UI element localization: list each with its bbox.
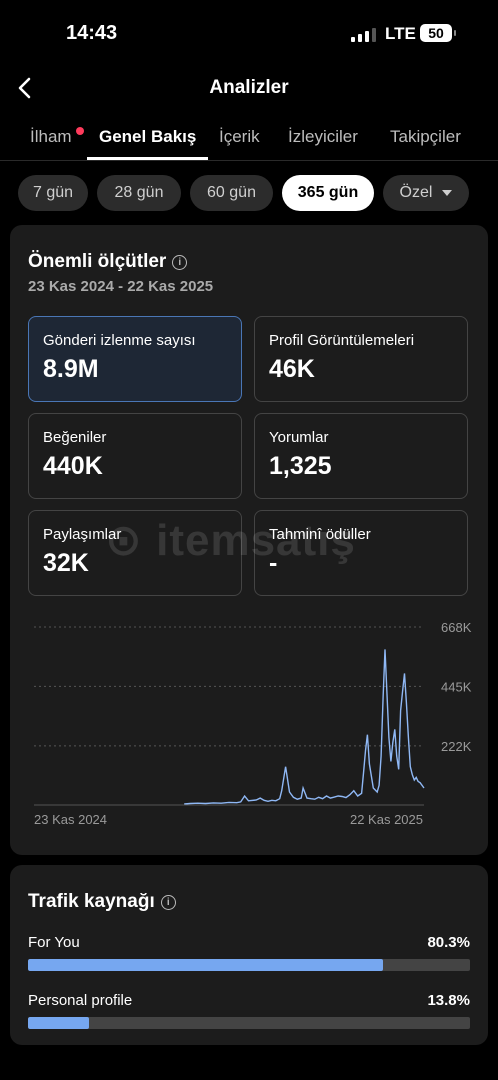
y-tick-label: 668K — [441, 620, 472, 635]
traffic-bar — [28, 959, 470, 971]
metric-card-estimated-rewards[interactable]: Tahminî ödüller - — [254, 510, 468, 596]
traffic-label: For You — [28, 934, 80, 951]
chevron-down-icon — [442, 190, 453, 196]
metric-value: 46K — [269, 355, 315, 383]
active-tab-indicator — [87, 157, 208, 160]
traffic-bar-fill — [28, 1017, 89, 1029]
tab-icerik[interactable]: İçerik — [219, 127, 260, 146]
metric-card-post-views[interactable]: Gönderi izlenme sayısı 8.9M — [28, 316, 242, 402]
info-icon[interactable]: i — [172, 255, 188, 270]
traffic-title: Trafik kaynağı — [28, 891, 155, 912]
metric-card-comments[interactable]: Yorumlar 1,325 — [254, 413, 468, 499]
x-tick-end: 22 Kas 2025 — [350, 812, 423, 827]
period-custom-label: Özel — [399, 184, 433, 201]
notification-dot — [76, 127, 84, 135]
metric-value: - — [269, 549, 278, 577]
date-range: 23 Kas 2024 - 22 Kas 2025 — [28, 278, 214, 295]
traffic-source-card: Trafik kaynağı i For You 80.3% Personal p… — [10, 865, 488, 1045]
y-tick-label: 445K — [441, 679, 472, 694]
x-tick-start: 23 Kas 2024 — [34, 812, 107, 827]
metric-card-likes[interactable]: Beğeniler 440K — [28, 413, 242, 499]
traffic-heading: Trafik kaynağı i — [28, 891, 176, 913]
metric-card-profile-views[interactable]: Profil Görüntülemeleri 46K — [254, 316, 468, 402]
metric-value: 1,325 — [269, 452, 332, 480]
key-metrics-card: Önemli ölçütler i 23 Kas 2024 - 22 Kas 20… — [10, 225, 488, 855]
status-bar: 14:43 LTE 50 — [0, 0, 498, 64]
traffic-value: 80.3% — [427, 934, 470, 951]
y-tick-label: 222K — [441, 739, 472, 754]
metric-value: 8.9M — [43, 355, 99, 383]
key-metrics-title: Önemli ölçütler — [28, 251, 167, 272]
views-series-line — [184, 649, 425, 805]
metric-value: 32K — [43, 549, 89, 577]
info-icon[interactable]: i — [160, 895, 176, 910]
status-time: 14:43 — [66, 22, 118, 44]
traffic-value: 13.8% — [427, 992, 470, 1009]
network-label: LTE — [385, 24, 416, 43]
metric-value: 440K — [43, 452, 103, 480]
period-365-days[interactable]: 365 gün — [282, 175, 374, 211]
period-28-days[interactable]: 28 gün — [97, 175, 181, 211]
back-arrow-icon[interactable] — [14, 76, 38, 100]
tab-takipciler[interactable]: Takipçiler — [390, 127, 461, 146]
traffic-bar-fill — [28, 959, 383, 971]
traffic-bar — [28, 1017, 470, 1029]
metric-label: Paylaşımlar — [43, 526, 122, 543]
metric-card-shares[interactable]: Paylaşımlar 32K — [28, 510, 242, 596]
page-title: Analizler — [209, 77, 289, 98]
battery-icon: 50 — [420, 24, 456, 42]
period-7-days[interactable]: 7 gün — [18, 175, 88, 211]
signal-icon — [351, 26, 376, 42]
metric-label: Profil Görüntülemeleri — [269, 332, 415, 349]
views-line-chart: 668K 445K 222K 23 Kas 2024 22 Kas 2025 — [34, 620, 472, 827]
metric-label: Beğeniler — [43, 429, 107, 446]
tab-bar: İlham Genel Bakış İçerik İzleyiciler Tak… — [0, 120, 498, 161]
metric-label: Tahminî ödüller — [269, 526, 371, 543]
key-metrics-heading: Önemli ölçütler i — [28, 251, 188, 273]
traffic-label: Personal profile — [28, 992, 133, 1009]
period-custom[interactable]: Özel — [383, 175, 469, 211]
tab-genel-bakis[interactable]: Genel Bakış — [99, 127, 197, 146]
tab-ilham[interactable]: İlham — [30, 127, 72, 146]
tab-izleyiciler[interactable]: İzleyiciler — [288, 127, 358, 146]
metric-label: Yorumlar — [269, 429, 329, 446]
period-60-days[interactable]: 60 gün — [190, 175, 273, 211]
metric-label: Gönderi izlenme sayısı — [43, 332, 196, 349]
